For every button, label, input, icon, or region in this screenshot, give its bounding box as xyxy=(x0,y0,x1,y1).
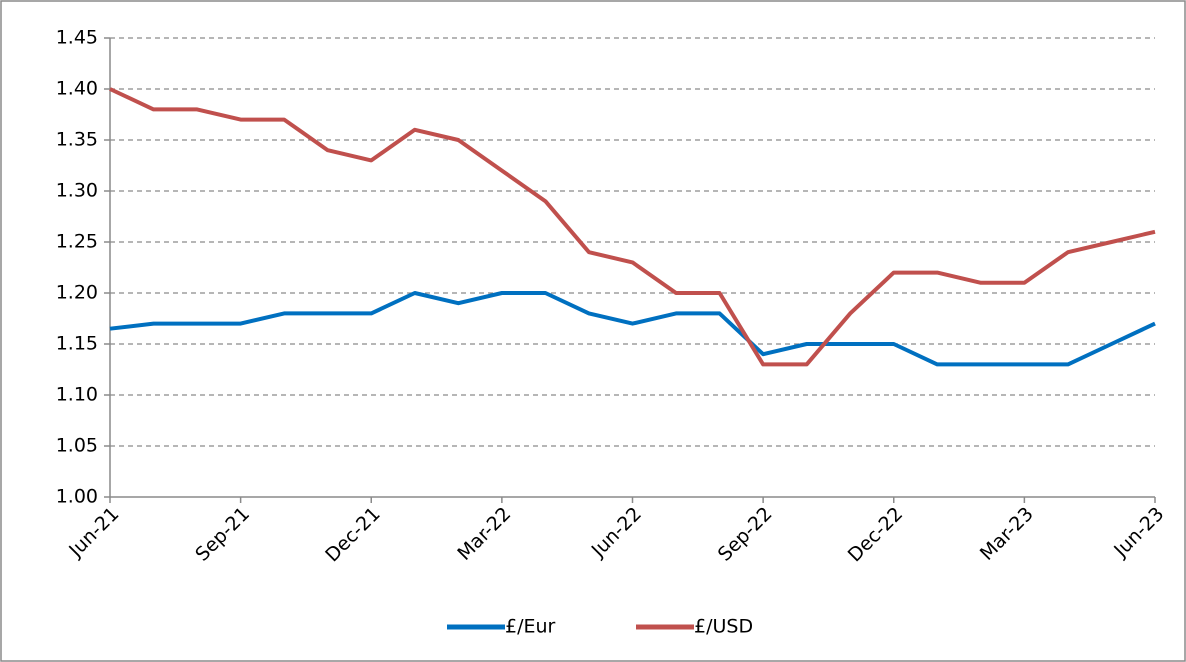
y-tick-label: 1.30 xyxy=(56,180,98,202)
y-tick-label: 1.25 xyxy=(56,231,98,253)
y-tick-label: 1.00 xyxy=(56,486,98,508)
y-tick-label: 1.10 xyxy=(56,384,98,406)
y-tick-label: 1.15 xyxy=(56,333,98,355)
legend-label: £/Eur xyxy=(505,616,556,638)
y-tick-label: 1.05 xyxy=(56,435,98,457)
series-line xyxy=(109,87,1156,367)
legend-label: £/USD xyxy=(694,616,753,638)
y-tick-label: 1.20 xyxy=(56,282,98,304)
y-tick-label: 1.35 xyxy=(56,129,98,151)
y-tick-label: 1.45 xyxy=(56,27,98,49)
series-line xyxy=(109,291,1156,367)
y-tick-label: 1.40 xyxy=(56,78,98,100)
